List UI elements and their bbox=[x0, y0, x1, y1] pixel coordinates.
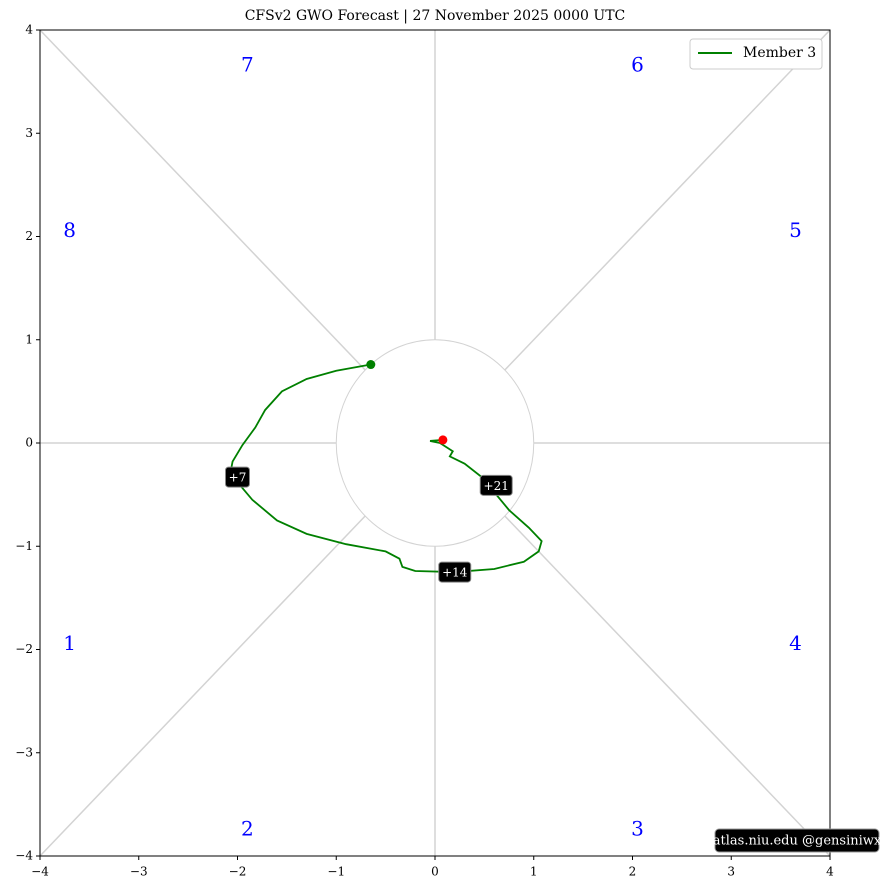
x-tick-label: 0 bbox=[431, 865, 439, 879]
phase-line bbox=[39, 29, 366, 371]
y-tick-label: −4 bbox=[15, 849, 33, 863]
y-tick-label: 1 bbox=[25, 332, 33, 346]
unit-circle bbox=[335, 339, 535, 547]
y-tick-label: 0 bbox=[25, 436, 33, 450]
trajectory bbox=[229, 363, 543, 573]
legend: Member 3 bbox=[689, 38, 823, 70]
x-tick-label: −1 bbox=[327, 865, 345, 879]
y-tick-label: 2 bbox=[25, 229, 33, 243]
legend-box bbox=[689, 38, 823, 70]
day-marker-box bbox=[225, 466, 250, 488]
x-tick-label: 3 bbox=[727, 865, 735, 879]
x-tick-label: −2 bbox=[229, 865, 247, 879]
y-tick-label: −1 bbox=[15, 539, 33, 553]
day-marker-box bbox=[479, 474, 513, 496]
y-tick-label: 3 bbox=[25, 126, 33, 140]
day-marker-box bbox=[438, 561, 472, 583]
phase-label: 8 bbox=[63, 218, 76, 242]
y-tick-label: −3 bbox=[15, 745, 33, 759]
watermark: atlas.niu.edu @gensiniwx bbox=[713, 834, 881, 849]
x-tick-label: −4 bbox=[31, 865, 49, 879]
phase-line bbox=[39, 515, 366, 857]
legend-label: Member 3 bbox=[743, 45, 816, 61]
phase-label: 6 bbox=[631, 53, 644, 77]
y-tick-label: 4 bbox=[25, 23, 33, 37]
watermark-box bbox=[714, 828, 880, 853]
phase-line bbox=[504, 29, 831, 371]
phase-label: 7 bbox=[241, 53, 254, 77]
x-tick-label: −3 bbox=[130, 865, 148, 879]
day-marker-label: +14 bbox=[442, 566, 468, 580]
y-tick-label: −2 bbox=[15, 642, 33, 656]
end-point bbox=[438, 435, 448, 445]
phase-label: 1 bbox=[63, 631, 76, 655]
phase-label: 3 bbox=[631, 817, 644, 841]
start-point bbox=[366, 360, 376, 370]
chart-title: CFSv2 GWO Forecast | 27 November 2025 00… bbox=[245, 8, 626, 24]
x-tick-label: 2 bbox=[629, 865, 637, 879]
phase-line bbox=[504, 515, 831, 857]
phase-label: 5 bbox=[789, 218, 802, 242]
day-marker-label: +21 bbox=[484, 479, 509, 493]
phase-label: 2 bbox=[241, 817, 254, 841]
phase-label: 4 bbox=[789, 631, 802, 655]
day-marker-label: +7 bbox=[229, 471, 247, 485]
x-tick-label: 4 bbox=[826, 865, 834, 879]
x-tick-label: 1 bbox=[530, 865, 538, 879]
